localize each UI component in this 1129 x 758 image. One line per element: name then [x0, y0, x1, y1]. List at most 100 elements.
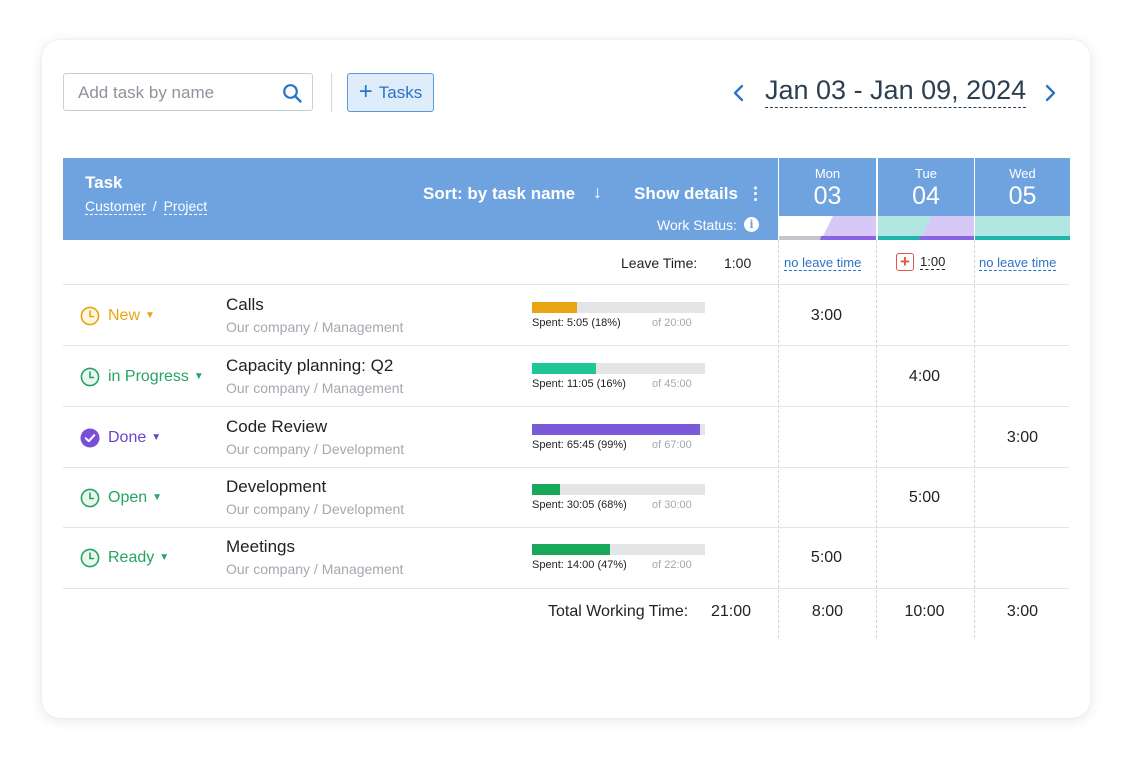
status-label: in Progress — [108, 367, 189, 385]
task-name[interactable]: Capacity planning: Q2 — [226, 356, 394, 375]
task-column-title: Task — [85, 173, 123, 192]
plus-icon: + — [358, 77, 373, 105]
day-number: 04 — [912, 182, 940, 210]
time-cell-tue[interactable] — [876, 285, 973, 346]
status-dropdown[interactable]: Open ▼ — [80, 467, 162, 528]
caret-down-icon: ▼ — [145, 310, 155, 321]
table-row: Ready ▼ Meetings Our company / Managemen… — [63, 527, 1069, 588]
chevron-right-icon[interactable] — [1040, 80, 1060, 106]
task-project: Our company / Management — [226, 380, 404, 396]
time-cell-wed[interactable] — [974, 467, 1071, 528]
chevron-left-icon[interactable] — [729, 80, 749, 106]
add-tasks-button[interactable]: + Tasks — [347, 73, 434, 112]
row-divider — [63, 467, 1069, 468]
show-details-toggle[interactable]: Show details — [634, 184, 738, 203]
table-header: Task Customer / Project Sort: by task name… — [63, 158, 778, 240]
task-name[interactable]: Meetings — [226, 537, 295, 556]
search-icon[interactable] — [282, 83, 302, 103]
add-tasks-label: Tasks — [378, 82, 423, 102]
time-cell-mon[interactable] — [778, 467, 875, 528]
table-row: Done ▼ Code Review Our company / Develop… — [63, 407, 1069, 468]
spent-text: Spent: 65:45 (99%) — [532, 439, 627, 451]
task-column-subtitle: Customer / Project — [85, 198, 208, 215]
status-dropdown[interactable]: New ▼ — [80, 285, 155, 346]
table-row: Open ▼ Development Our company / Develop… — [63, 467, 1069, 528]
task-project: Our company / Management — [226, 561, 404, 577]
time-cell-wed[interactable] — [974, 527, 1071, 588]
estimate-text: of 20:00 — [652, 317, 692, 329]
progress-fill — [532, 424, 700, 435]
total-mon: 8:00 — [811, 603, 844, 620]
status-label: Done — [108, 428, 147, 446]
time-cell-mon[interactable] — [778, 346, 875, 407]
time-cell-wed[interactable]: 3:00 — [1006, 429, 1039, 446]
task-project: Our company / Development — [226, 501, 405, 517]
project-filter-link[interactable]: Project — [163, 198, 208, 215]
estimate-text: of 67:00 — [652, 439, 692, 451]
time-cell-wed[interactable] — [974, 285, 1071, 346]
caret-down-icon: ▼ — [152, 492, 163, 503]
work-status-strip — [878, 216, 974, 240]
task-name[interactable]: Development — [226, 477, 327, 496]
status-label: New — [108, 306, 141, 324]
day-header-mon: Mon 03 — [779, 158, 876, 240]
timesheet-card — [42, 40, 1090, 718]
no-leave-time-link-mon[interactable]: no leave time — [784, 255, 862, 271]
clock-icon — [80, 548, 100, 567]
search-field[interactable] — [63, 73, 313, 112]
subtitle-separator: / — [152, 198, 157, 214]
kebab-menu-icon[interactable]: ⋮ — [747, 184, 764, 203]
work-status-strip — [779, 216, 876, 240]
progress-fill — [532, 544, 610, 555]
time-cell-mon[interactable] — [778, 407, 875, 468]
status-dropdown[interactable]: Ready ▼ — [80, 527, 169, 588]
row-divider — [63, 588, 1069, 589]
task-name[interactable]: Code Review — [226, 417, 328, 436]
time-cell-tue[interactable] — [876, 407, 973, 468]
column-divider — [876, 240, 877, 638]
clock-icon — [80, 367, 100, 386]
progress-bar — [532, 424, 705, 435]
customer-filter-link[interactable]: Customer — [85, 198, 146, 215]
progress-fill — [532, 484, 560, 495]
time-cell-tue[interactable]: 5:00 — [908, 489, 941, 506]
no-leave-time-link-wed[interactable]: no leave time — [979, 255, 1057, 271]
info-icon[interactable]: i — [744, 217, 759, 232]
check-circle-icon — [80, 428, 100, 447]
clock-icon — [80, 488, 100, 507]
task-name[interactable]: Calls — [226, 295, 264, 314]
time-cell-tue[interactable] — [876, 527, 973, 588]
leave-time-tue[interactable]: 1:00 — [920, 254, 946, 270]
time-cell-mon[interactable]: 3:00 — [810, 307, 843, 324]
total-wed: 3:00 — [1006, 603, 1039, 620]
progress-bar — [532, 544, 705, 555]
caret-down-icon: ▼ — [193, 371, 204, 382]
row-divider — [63, 406, 1069, 407]
toolbar-divider — [331, 73, 332, 112]
time-cell-tue[interactable]: 4:00 — [908, 368, 941, 385]
status-dropdown[interactable]: Done ▼ — [80, 407, 161, 468]
progress-bar — [532, 363, 705, 374]
sort-direction-icon[interactable]: ↓ — [593, 182, 602, 202]
search-input[interactable] — [76, 74, 280, 112]
day-number: 05 — [1008, 182, 1037, 210]
time-cell-wed[interactable] — [974, 346, 1071, 407]
day-header-wed: Wed 05 — [975, 158, 1070, 240]
progress-bar — [532, 484, 705, 495]
total-working-time-value: 21:00 — [711, 603, 752, 620]
day-header-tue: Tue 04 — [878, 158, 974, 240]
estimate-text: of 22:00 — [652, 559, 692, 571]
spent-text: Spent: 30:05 (68%) — [532, 499, 627, 511]
column-divider — [778, 240, 779, 638]
date-range-picker[interactable]: Jan 03 - Jan 09, 2024 — [765, 74, 1027, 108]
spent-text: Spent: 14:00 (47%) — [532, 559, 627, 571]
sort-selector[interactable]: Sort: by task name — [423, 184, 576, 203]
task-project: Our company / Management — [226, 319, 404, 335]
time-cell-mon[interactable]: 5:00 — [810, 549, 843, 566]
row-divider — [63, 345, 1069, 346]
total-working-time-label: Total Working Time: — [548, 603, 689, 620]
row-divider — [63, 527, 1069, 528]
add-leave-icon[interactable]: + — [896, 253, 914, 271]
day-name: Mon — [814, 166, 841, 181]
status-dropdown[interactable]: in Progress ▼ — [80, 346, 204, 407]
